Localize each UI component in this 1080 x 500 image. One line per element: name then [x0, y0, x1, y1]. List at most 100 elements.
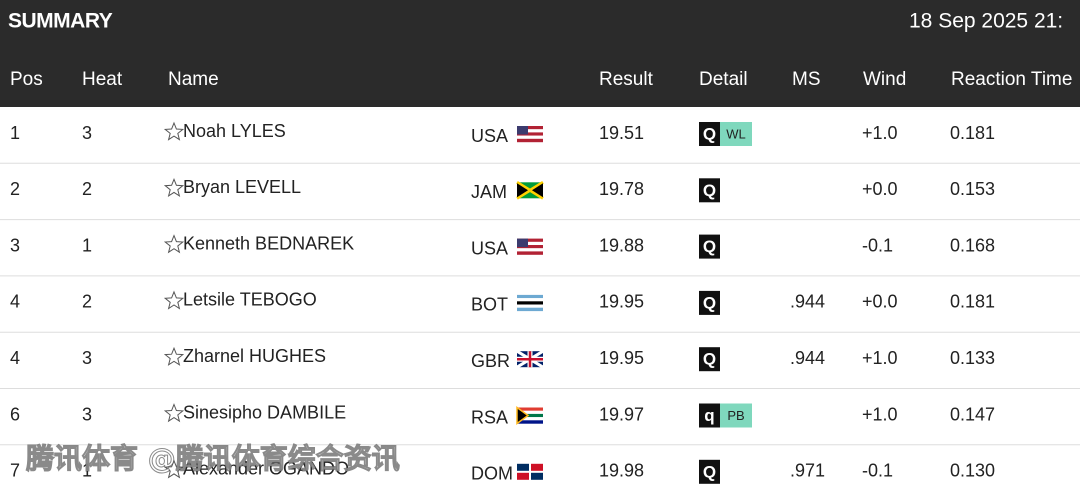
ms: .971 [790, 461, 825, 481]
ms: .944 [790, 348, 825, 368]
qualifier: Q [703, 462, 716, 481]
country: USA [471, 238, 508, 258]
flag-part [517, 126, 528, 135]
athlete-name: Bryan LEVELL [183, 177, 301, 197]
athlete-name: Alexander OGANDO [183, 459, 349, 479]
flag-part [531, 472, 543, 480]
favorite-star [163, 459, 185, 479]
qualifier: Q [703, 124, 716, 143]
flag [517, 126, 543, 143]
favorite-star [163, 234, 185, 254]
qualifier: Q [703, 237, 716, 256]
result: 19.98 [599, 461, 644, 481]
country: BOT [471, 295, 508, 315]
flag [517, 294, 543, 312]
wind: -0.1 [862, 235, 893, 255]
flag-part [517, 351, 543, 368]
flag-part [517, 304, 543, 308]
column-header: Detail [699, 69, 748, 90]
reaction-time: 0.168 [950, 235, 995, 255]
flag [516, 349, 544, 369]
flag-part [517, 138, 543, 143]
heat: 2 [82, 179, 92, 199]
pos: 2 [10, 179, 20, 199]
flag [516, 406, 543, 425]
favorite-star [163, 121, 185, 141]
country: USA [471, 126, 508, 146]
flag-part [517, 135, 543, 139]
flag-part [516, 406, 530, 425]
flag-part [517, 183, 543, 198]
flag-part [517, 251, 543, 255]
qualifier-badge [699, 122, 720, 146]
pos: 4 [10, 292, 20, 312]
wind: +1.0 [862, 123, 898, 143]
column-header: Result [599, 69, 654, 90]
flag-part [517, 132, 543, 136]
athlete-name: Kenneth BEDNAREK [183, 233, 354, 253]
column-header: Heat [82, 69, 123, 90]
flag-part [517, 241, 543, 246]
flag-part [517, 407, 543, 411]
qualifier: Q [703, 181, 716, 200]
qualifier: Q [703, 350, 716, 369]
flag [517, 238, 543, 255]
country: JAM [471, 182, 507, 202]
country: RSA [471, 407, 508, 427]
pos: 1 [10, 123, 20, 143]
reaction-time: 0.153 [950, 179, 995, 199]
watermark: 腾讯体育 @腾讯体育综合资讯 [26, 442, 400, 475]
flag-part [517, 463, 529, 471]
heat: 3 [82, 404, 92, 424]
result: 19.78 [599, 179, 644, 199]
athlete-name: Noah LYLES [183, 121, 286, 141]
flag [516, 181, 544, 200]
flag-part [517, 417, 543, 421]
reaction-time: 0.181 [950, 292, 995, 312]
heat: 3 [82, 123, 92, 143]
flag-part [517, 420, 543, 424]
favorite-star [163, 346, 185, 366]
qualifier-badge [699, 347, 720, 372]
flag-part [517, 298, 543, 302]
heat: 2 [82, 292, 92, 312]
flag [517, 463, 543, 480]
column-header: Wind [863, 69, 906, 90]
reaction-time: 0.147 [950, 404, 995, 424]
column-header: Reaction Time [951, 69, 1072, 90]
result: 19.51 [599, 123, 644, 143]
qualifier-badge [699, 234, 720, 259]
flag-part [517, 413, 543, 418]
heat: 1 [82, 461, 92, 481]
favorite-star [163, 403, 185, 423]
flag-part [517, 472, 529, 480]
favorite-star [163, 290, 185, 310]
wind: +1.0 [862, 404, 898, 424]
pos: 3 [10, 235, 20, 255]
heat: 3 [82, 348, 92, 368]
athlete-name: Zharnel HUGHES [183, 346, 326, 366]
record: WL [726, 126, 746, 141]
column-header: Name [168, 69, 219, 90]
athlete-name: Sinesipho DAMBILE [183, 402, 346, 422]
result: 19.97 [599, 404, 644, 424]
flag-part [517, 126, 543, 130]
wind: -0.1 [862, 461, 893, 481]
country: DOM [471, 464, 513, 484]
wind: +0.0 [862, 292, 898, 312]
column-header: MS [792, 69, 821, 90]
datetime: 18 Sep 2025 21: [909, 10, 1063, 33]
flag-part [531, 463, 543, 471]
qualifier-badge [699, 403, 720, 428]
qualifier: Q [703, 293, 716, 312]
pos: 4 [10, 348, 20, 368]
pos: 7 [10, 461, 20, 481]
flag-part [517, 245, 543, 249]
flag-part [517, 410, 543, 415]
flag-part [517, 307, 543, 312]
qualifier-badge [699, 290, 720, 315]
result: 19.88 [599, 235, 644, 255]
wind: +1.0 [862, 348, 898, 368]
wind: +0.0 [862, 179, 898, 199]
